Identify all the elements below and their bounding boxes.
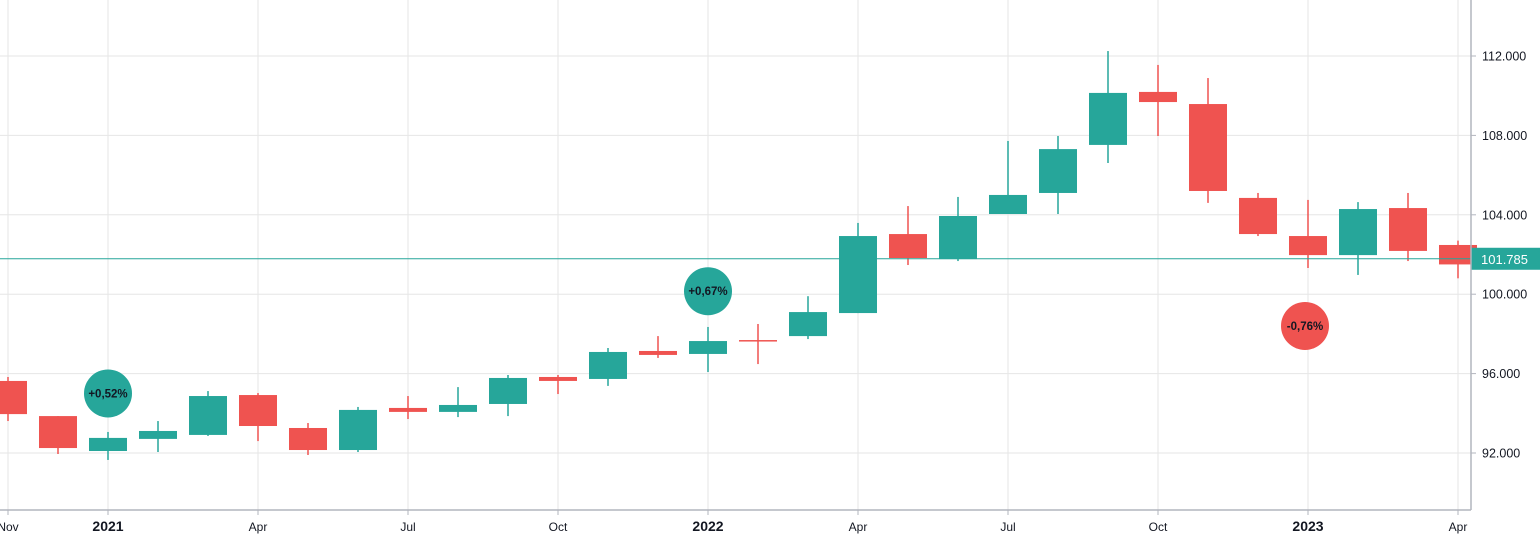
- change-bubble-label: +0,67%: [688, 286, 727, 298]
- candle: [589, 347, 627, 386]
- candle: [789, 296, 827, 340]
- candle: [989, 140, 1027, 215]
- candle: [739, 323, 777, 365]
- candle: [389, 396, 427, 420]
- candle: [839, 222, 877, 314]
- x-tick-label: 2022: [692, 518, 723, 534]
- candle: [489, 374, 527, 417]
- x-tick-label: Jul: [400, 520, 415, 534]
- candle: [689, 326, 727, 373]
- candle-body: [589, 351, 627, 379]
- candle-body: [1139, 91, 1177, 103]
- candle-body: [789, 312, 827, 337]
- candle: [1139, 64, 1177, 136]
- candle-body: [0, 380, 27, 415]
- candle-body: [639, 350, 677, 355]
- candle: [1089, 51, 1127, 163]
- y-tick-label: 112.000: [1482, 50, 1526, 64]
- candle: [1039, 135, 1077, 215]
- x-tick-label: 2021: [92, 518, 123, 534]
- x-tick-label: 2023: [1292, 518, 1323, 534]
- y-tick-label: 104.000: [1482, 208, 1527, 222]
- candle-body: [239, 395, 277, 427]
- candle: [89, 431, 127, 460]
- y-tick-label: 92.000: [1482, 447, 1520, 461]
- candle-body: [839, 236, 877, 314]
- candle: [239, 393, 277, 442]
- change-bubble: [684, 267, 732, 316]
- candle-body: [889, 234, 927, 259]
- candle-body: [1289, 236, 1327, 256]
- candle: [539, 374, 577, 395]
- y-tick-label: 108.000: [1482, 129, 1527, 143]
- candle-body: [939, 215, 977, 260]
- last-price-badge: [1471, 247, 1540, 270]
- candle-body: [1439, 244, 1477, 265]
- x-tick-label: Jul: [1000, 520, 1015, 534]
- candle-body: [989, 194, 1027, 215]
- candle: [939, 196, 977, 262]
- candle-body: [1089, 92, 1127, 145]
- x-tick-label: Oct: [549, 520, 568, 534]
- candle-body: [439, 404, 477, 412]
- change-bubble-label: +0,52%: [88, 388, 127, 400]
- candle: [139, 421, 177, 453]
- candle: [289, 423, 327, 455]
- x-tick-label: Apr: [849, 520, 868, 534]
- candle-body: [339, 409, 377, 451]
- candle: [339, 406, 377, 453]
- candle-body: [689, 341, 727, 354]
- candle-body: [289, 427, 327, 451]
- candle-body: [389, 407, 427, 412]
- candle-body: [1389, 208, 1427, 251]
- x-tick-label: Apr: [1449, 520, 1468, 534]
- x-tick-label: Nov: [0, 520, 19, 534]
- y-tick-label: 96.000: [1482, 367, 1520, 381]
- change-bubble: [84, 369, 132, 418]
- candle: [0, 376, 27, 422]
- y-tick-label: 100.000: [1482, 288, 1527, 302]
- candle-body: [39, 416, 77, 449]
- x-tick-label: Apr: [249, 520, 268, 534]
- candle-body: [1239, 197, 1277, 235]
- candle-body: [1189, 104, 1227, 191]
- candle: [1289, 199, 1327, 268]
- x-tick-label: Oct: [1149, 520, 1168, 534]
- candles: [0, 51, 1477, 460]
- candle: [439, 387, 477, 418]
- candle: [1239, 192, 1277, 237]
- candle: [1439, 240, 1477, 279]
- last-price-label: 101.785: [1481, 252, 1528, 267]
- candle-body: [739, 340, 777, 342]
- candle-body: [189, 396, 227, 435]
- last-price-line: 101.785: [0, 247, 1540, 270]
- candle-body: [539, 376, 577, 381]
- candle-body: [89, 437, 127, 452]
- candle: [1389, 192, 1427, 262]
- candle: [1339, 202, 1377, 275]
- candle: [889, 206, 927, 266]
- candle: [1189, 78, 1227, 203]
- candle-body: [1039, 149, 1077, 193]
- candle: [189, 391, 227, 436]
- change-bubble: [1281, 301, 1329, 350]
- annotations: +0,52% +0,67% -0,76%: [84, 267, 1329, 418]
- candle: [39, 416, 77, 454]
- candle-body: [139, 430, 177, 439]
- candle-body: [489, 377, 527, 404]
- candle-body: [1339, 209, 1377, 256]
- axes: 92.000 96.000 100.000 104.000 108.000 112.000…: [0, 0, 1527, 534]
- candle: [639, 336, 677, 358]
- change-bubble-label: -0,76%: [1287, 321, 1323, 333]
